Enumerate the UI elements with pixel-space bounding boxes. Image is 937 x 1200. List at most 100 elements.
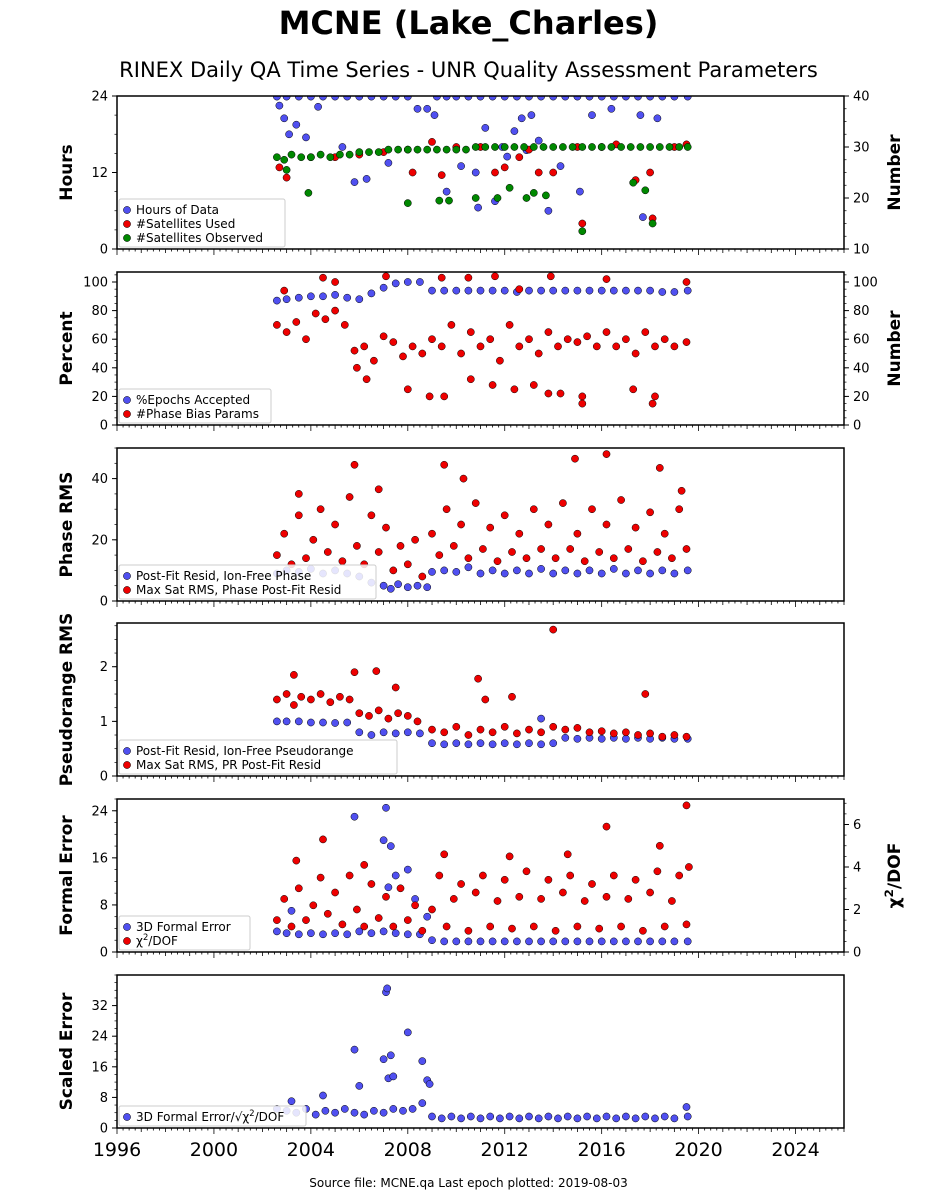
data-point <box>646 286 654 295</box>
data-point <box>423 912 432 921</box>
data-point <box>670 1114 679 1123</box>
data-point <box>287 922 296 931</box>
data-point <box>529 381 538 389</box>
data-point <box>646 143 654 151</box>
data-point <box>537 937 545 946</box>
data-point <box>525 937 533 946</box>
data-point <box>338 557 347 566</box>
data-point <box>595 548 604 556</box>
data-point <box>403 916 412 924</box>
legend-label: Post-Fit Resid, Ion-Free Phase <box>136 569 311 583</box>
data-point <box>665 143 674 151</box>
data-point <box>287 1097 296 1106</box>
data-point <box>391 729 400 738</box>
data-point <box>273 321 281 329</box>
legend-marker <box>123 747 131 755</box>
data-point <box>425 392 434 401</box>
data-point <box>515 1114 524 1123</box>
data-point <box>537 714 545 723</box>
data-point <box>508 924 516 933</box>
data-point <box>362 375 371 384</box>
data-point <box>488 728 497 737</box>
data-point <box>660 335 669 344</box>
data-point <box>428 529 436 538</box>
data-point <box>636 111 645 119</box>
legend-marker <box>123 923 131 931</box>
data-point <box>631 349 640 358</box>
data-point <box>588 143 596 151</box>
legend-marker <box>123 234 131 242</box>
data-point <box>677 486 686 495</box>
data-point <box>563 1112 572 1121</box>
data-point <box>360 861 369 869</box>
data-point <box>685 863 693 871</box>
data-point <box>646 937 654 946</box>
data-point <box>418 1057 427 1065</box>
y-tick-label: 16 <box>91 1060 108 1075</box>
data-point <box>471 888 480 897</box>
data-point <box>573 569 582 578</box>
data-point <box>411 901 419 910</box>
data-point <box>563 850 572 859</box>
data-point <box>319 930 327 939</box>
data-point <box>510 127 519 135</box>
data-point <box>428 1112 436 1121</box>
data-point <box>435 196 444 205</box>
y-right-axis-label: χ2/DOF <box>882 843 905 909</box>
legend-label: 3D Formal Error <box>136 920 231 934</box>
data-point <box>520 143 528 151</box>
data-point <box>648 399 657 408</box>
data-point <box>355 927 364 936</box>
data-point <box>440 850 449 859</box>
data-point <box>646 508 654 517</box>
data-point <box>355 295 364 304</box>
y-tick-label: 0 <box>100 595 108 610</box>
data-point <box>629 178 638 187</box>
data-point <box>428 138 436 146</box>
data-point <box>343 930 352 939</box>
data-point <box>294 293 303 302</box>
data-point <box>651 1114 659 1123</box>
y-axis-label: Pseudorange RMS <box>57 613 77 787</box>
data-point <box>442 922 451 931</box>
data-point <box>622 335 630 344</box>
data-point <box>609 554 618 563</box>
y-axis-label: Hours <box>57 144 77 201</box>
data-point <box>290 701 298 709</box>
data-point <box>403 728 412 737</box>
data-point <box>428 286 436 295</box>
data-point <box>549 937 558 946</box>
data-point <box>578 219 587 228</box>
x-tick-label: 2008 <box>384 1139 432 1161</box>
data-point <box>302 133 310 142</box>
y-right-axis-label: Number <box>885 134 905 211</box>
data-point <box>474 674 482 683</box>
data-point <box>597 937 606 946</box>
y-right-tick-label: 10 <box>853 243 870 258</box>
data-point <box>391 683 400 692</box>
data-point <box>651 342 659 351</box>
data-point <box>345 871 354 880</box>
data-point <box>290 671 298 679</box>
panel-scaled-error: 0 8 16 24 32 Scaled Error 1996 2000 2004 2008 2012… <box>57 974 845 1161</box>
data-point <box>588 505 596 514</box>
y-tick-label: 0 <box>100 243 108 258</box>
data-point <box>493 897 502 905</box>
data-point <box>561 937 570 946</box>
data-point <box>670 731 679 739</box>
data-point <box>597 727 606 736</box>
legend-marker <box>123 396 131 404</box>
data-point <box>350 668 359 677</box>
data-point <box>607 104 616 113</box>
data-point <box>658 937 667 946</box>
data-point <box>668 554 676 563</box>
data-point <box>353 363 361 372</box>
data-point <box>365 148 373 156</box>
data-point <box>403 930 412 939</box>
data-point <box>634 566 642 575</box>
data-point <box>292 120 301 129</box>
series--epochs-accepted <box>273 278 692 305</box>
data-point <box>382 892 390 901</box>
data-point <box>571 454 579 463</box>
data-point <box>561 566 570 575</box>
